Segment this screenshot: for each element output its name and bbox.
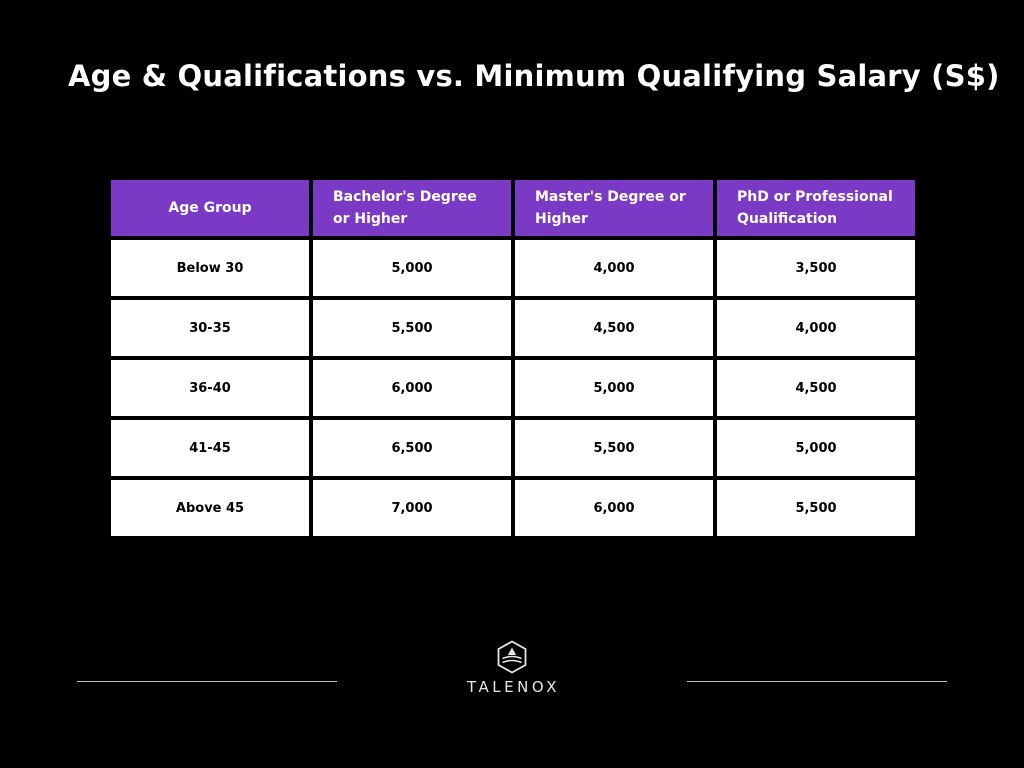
bachelors-salary-cell: 6,500: [313, 420, 511, 476]
age-group-cell: 30-35: [111, 300, 309, 356]
age-group-cell: 41-45: [111, 420, 309, 476]
footer-divider-left: [77, 681, 337, 682]
masters-salary-cell: 6,000: [515, 480, 713, 536]
bachelors-salary-cell: 5,000: [313, 240, 511, 296]
header-cell-masters: Master's Degree or Higher: [515, 180, 713, 236]
age-group-cell: Below 30: [111, 240, 309, 296]
header-label: Age Group: [168, 200, 252, 216]
table-row: Below 30 5,000 4,000 3,500: [111, 240, 915, 296]
phd-salary-cell: 5,000: [717, 420, 915, 476]
brand-logo: TALENOX: [440, 640, 584, 696]
brand-name: TALENOX: [467, 678, 560, 696]
table-row: 41-45 6,500 5,500 5,000: [111, 420, 915, 476]
header-cell-bachelors: Bachelor's Degree or Higher: [313, 180, 511, 236]
age-group-cell: Above 45: [111, 480, 309, 536]
bachelors-salary-cell: 5,500: [313, 300, 511, 356]
table-row: 36-40 6,000 5,000 4,500: [111, 360, 915, 416]
header-label: Master's Degree or Higher: [535, 189, 686, 227]
header-label: PhD or Professional Qualification: [737, 189, 893, 227]
table-row: Above 45 7,000 6,000 5,500: [111, 480, 915, 536]
table-row: 30-35 5,500 4,500 4,000: [111, 300, 915, 356]
phd-salary-cell: 4,500: [717, 360, 915, 416]
phd-salary-cell: 3,500: [717, 240, 915, 296]
header-cell-phd: PhD or Professional Qualification: [717, 180, 915, 236]
age-group-cell: 36-40: [111, 360, 309, 416]
talenox-hexagon-logo-icon: [497, 640, 527, 674]
footer-divider-right: [687, 681, 947, 682]
header-label: Bachelor's Degree or Higher: [333, 189, 477, 227]
phd-salary-cell: 4,000: [717, 300, 915, 356]
bachelors-salary-cell: 7,000: [313, 480, 511, 536]
page-title: Age & Qualifications vs. Minimum Qualify…: [68, 59, 1000, 93]
bachelors-salary-cell: 6,000: [313, 360, 511, 416]
table-header-row: Age Group Bachelor's Degree or Higher Ma…: [111, 180, 915, 236]
masters-salary-cell: 4,500: [515, 300, 713, 356]
masters-salary-cell: 5,000: [515, 360, 713, 416]
header-cell-age-group: Age Group: [111, 180, 309, 236]
phd-salary-cell: 5,500: [717, 480, 915, 536]
salary-table: Age Group Bachelor's Degree or Higher Ma…: [107, 176, 919, 540]
masters-salary-cell: 4,000: [515, 240, 713, 296]
masters-salary-cell: 5,500: [515, 420, 713, 476]
